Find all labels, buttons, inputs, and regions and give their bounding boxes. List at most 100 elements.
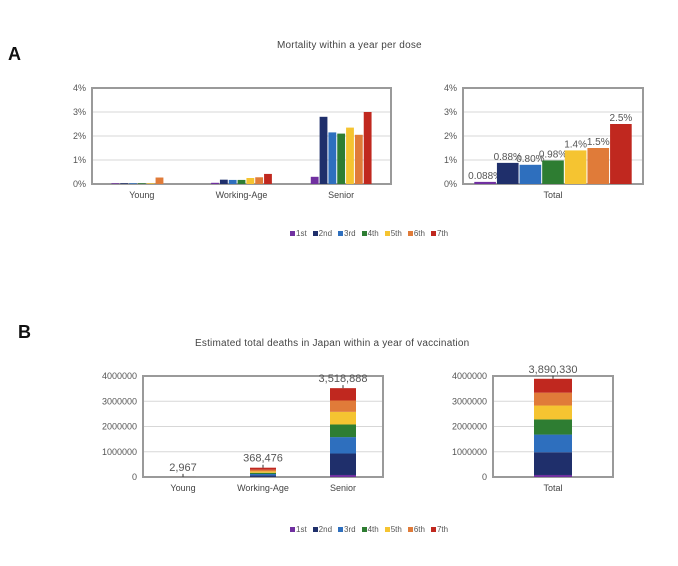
a-left-category-label: Young (129, 190, 154, 200)
legend-item-4th: 4th (361, 525, 379, 534)
b-right-bar-7th (534, 378, 572, 393)
legend-swatch (407, 231, 413, 236)
b-right-ytick-label: 0 (482, 472, 487, 482)
a-right-ytick-label: 2% (444, 131, 457, 141)
panel-a-label: A (8, 44, 21, 64)
b-left-bar-2nd (250, 475, 276, 477)
a-right-bar-6th (587, 148, 610, 184)
b-right-bar-5th (534, 405, 572, 420)
panel-b-title: Estimated total deaths in Japan within a… (195, 338, 470, 349)
a-right-bar-3rd (519, 164, 542, 184)
a-left-bar-4th (137, 183, 146, 184)
legend-label: 1st (296, 525, 307, 534)
b-left-bar-2nd (330, 453, 356, 475)
b-right-category-label: Total (543, 483, 562, 493)
b-left-category-label: Senior (330, 483, 356, 493)
legend-item-1st: 1st (290, 525, 307, 534)
legend-label: 3rd (344, 525, 356, 534)
legend-item-6th: 6th (407, 229, 425, 238)
b-right-ytick-label: 2000000 (452, 422, 487, 432)
legend-swatch (361, 527, 367, 532)
b-left-bar-7th (250, 467, 276, 470)
legend-swatch (430, 527, 436, 532)
b-right-bar-2nd (534, 452, 572, 475)
legend-item-6th: 6th (407, 525, 425, 534)
a-left-bar-7th (264, 173, 272, 184)
legend-label: 2nd (318, 525, 333, 534)
a-left-bar-6th (155, 177, 164, 184)
legend-label: 4th (367, 525, 379, 534)
a-right-bar-5th (564, 150, 587, 184)
b-left-ytick-label: 4000000 (102, 371, 137, 381)
b-left-bar-6th (250, 469, 276, 472)
b-left-bar-5th (250, 471, 276, 473)
a-left-bar-5th (246, 178, 255, 184)
b-left-bar-4th (330, 424, 356, 438)
a-right-data-label: 1.4% (564, 139, 587, 150)
a-left-bar-6th (354, 134, 363, 184)
legend-swatch (384, 527, 390, 532)
b-right-bar-4th (534, 419, 572, 435)
a-right-data-label: 0.88% (494, 152, 522, 163)
a-left-bar-4th (337, 133, 346, 184)
a-left-ytick-label: 4% (73, 83, 86, 93)
b-left-total-label: 368,476 (243, 453, 283, 465)
a-right-bar-7th (610, 124, 632, 184)
a-right-data-label: 0.98% (539, 149, 567, 160)
a-right-ytick-label: 3% (444, 107, 457, 117)
legend-swatch (430, 231, 436, 236)
a-left-bar-7th (363, 112, 372, 184)
a-left-ytick-label: 1% (73, 155, 86, 165)
a-left-bar-6th (255, 177, 264, 184)
a-left-ytick-label: 3% (73, 107, 86, 117)
b-left-bar-3rd (330, 437, 356, 454)
legend-label: 6th (413, 229, 425, 238)
legend-swatch (361, 231, 367, 236)
panel-a-title: Mortality within a year per dose (277, 40, 422, 51)
a-left-bar-1st (310, 176, 319, 184)
a-left-bar-2nd (120, 183, 129, 184)
b-left-bar-5th (330, 411, 356, 425)
legend-item-2nd: 2nd (312, 525, 333, 534)
legend-swatch (290, 231, 295, 236)
a-left-bar-3rd (228, 179, 237, 184)
a-left-ytick-label: 0% (73, 179, 86, 189)
legend-b: 1st 2nd 3rd 4th 5th 6th 7th (290, 525, 448, 534)
b-right-ytick-label: 3000000 (452, 396, 487, 406)
legend-swatch (407, 527, 413, 532)
legend-item-5th: 5th (384, 229, 402, 238)
legend-label: 7th (436, 525, 449, 534)
legend-swatch (338, 231, 344, 236)
legend-item-1st: 1st (290, 229, 307, 238)
a-right-data-label: 2.5% (609, 113, 632, 124)
b-left-ytick-label: 0 (132, 472, 137, 482)
b-right-total-label: 3,890,330 (529, 364, 578, 376)
b-right-ytick-label: 4000000 (452, 371, 487, 381)
legend-item-4th: 4th (361, 229, 379, 238)
b-left-total-label: 2,967 (169, 462, 197, 474)
b-left-bar-4th (250, 472, 276, 475)
legend-item-3rd: 3rd (338, 525, 356, 534)
a-right-ytick-label: 4% (444, 83, 457, 93)
a-left-bar-5th (146, 183, 155, 184)
legend-item-5th: 5th (384, 525, 402, 534)
a-left-bar-4th (237, 179, 246, 184)
legend-swatch (312, 527, 318, 532)
b-right-bar-1st (534, 474, 572, 477)
a-right-data-label: 0.088% (468, 171, 502, 182)
a-right-category-label: Total (543, 190, 562, 200)
a-left-bar-5th (346, 127, 354, 184)
legend-swatch (290, 527, 295, 532)
a-left-bar-3rd (328, 132, 337, 184)
b-right-ytick-label: 1000000 (452, 447, 487, 457)
a-right-data-label: 0.80% (516, 154, 544, 165)
a-left-bar-2nd (219, 179, 228, 184)
legend-label: 1st (296, 229, 307, 238)
b-left-bar-3rd (250, 474, 276, 476)
legend-label: 5th (390, 525, 402, 534)
a-left-category-label: Working-Age (216, 190, 268, 200)
a-right-bar-4th (542, 160, 564, 184)
legend-item-2nd: 2nd (312, 229, 332, 238)
b-left-bar-7th (330, 388, 356, 401)
